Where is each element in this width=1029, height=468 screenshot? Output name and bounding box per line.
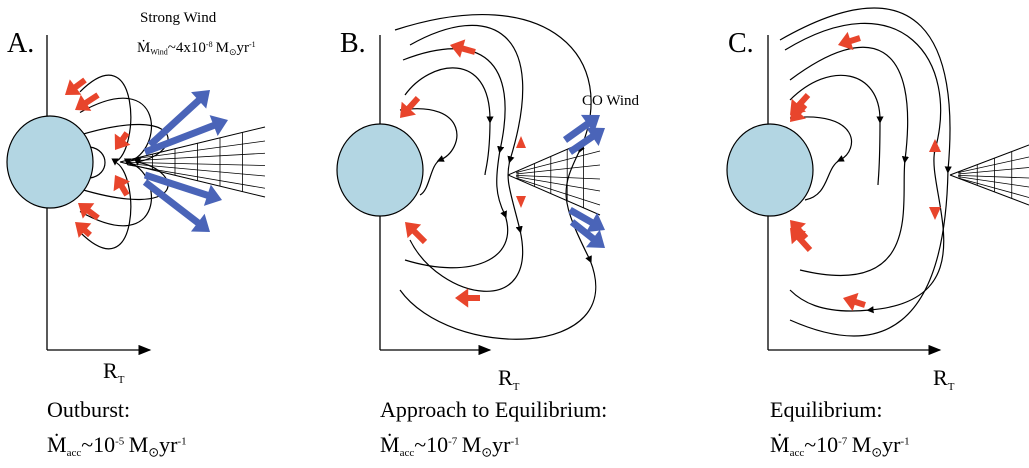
- axis-label: RT: [103, 358, 125, 386]
- rate-unit2: yr: [236, 40, 249, 56]
- disk-line: [958, 178, 1029, 198]
- rate-unit-sub: ⊙: [148, 444, 159, 459]
- axis-label-main: R: [498, 365, 513, 390]
- disk-edge: [950, 175, 1029, 205]
- accretion-arrow: [405, 222, 427, 244]
- disk-line: [958, 168, 1029, 175]
- rate-coefficient: ~10: [804, 432, 838, 457]
- rate-exponent: -7: [838, 435, 848, 447]
- axis-label-sub: T: [118, 374, 125, 386]
- accretion-arrow: [65, 78, 87, 95]
- rate-unit2-exp: -1: [900, 435, 909, 447]
- rate-unit: M: [462, 432, 482, 457]
- star: [337, 124, 423, 216]
- accretion-arrow: [78, 203, 100, 220]
- accretion-arrow: [75, 92, 100, 110]
- axis-label-sub: T: [948, 381, 955, 393]
- rate-unit2-exp: -1: [177, 435, 186, 447]
- accretion-arrow: [516, 196, 526, 208]
- accretion-arrow: [114, 175, 130, 197]
- rate-unit2: yr: [882, 432, 901, 457]
- rate-text: Ṁacc~10-7 M⊙yr-1: [380, 432, 520, 459]
- rate-symbol: Ṁ: [137, 40, 150, 56]
- accretion-arrow: [450, 39, 476, 57]
- rate-unit: M: [216, 40, 229, 56]
- rate-symbol: Ṁ: [770, 432, 790, 457]
- rate-coefficient: ~10: [81, 432, 115, 457]
- caption: Outburst:: [47, 397, 130, 422]
- caption: Equilibrium:: [770, 397, 882, 422]
- rate-unit2: yr: [492, 432, 511, 457]
- rate-exponent: -5: [115, 435, 125, 447]
- panel-label: C.: [728, 28, 754, 59]
- rate-unit2-exp: -1: [249, 40, 256, 49]
- accretion-arrow: [843, 293, 866, 311]
- accretion-arrow: [929, 207, 941, 220]
- rate-unit2: yr: [159, 432, 178, 457]
- star: [7, 116, 93, 208]
- axis-label-main: R: [103, 358, 118, 383]
- accretion-arrow: [455, 288, 480, 307]
- rate-symbol-sub: acc: [400, 447, 415, 459]
- rate-symbol-sub: Wind: [150, 48, 167, 57]
- axis-label: RT: [498, 365, 520, 393]
- rate-coefficient: ~10: [414, 432, 448, 457]
- accretion-arrow: [516, 136, 526, 148]
- accretion-arrow: [929, 139, 941, 152]
- rate-unit2-exp: -1: [510, 435, 519, 447]
- rate-unit: M: [129, 432, 149, 457]
- wind-arrow: [568, 207, 605, 232]
- wind-label: Strong Wind: [140, 10, 217, 26]
- disk-line: [958, 175, 1029, 178]
- rate-exponent: -8: [206, 40, 213, 49]
- rate-exponent: -7: [448, 435, 458, 447]
- accretion-arrow: [400, 96, 420, 118]
- rate-unit-sub: ⊙: [229, 47, 237, 57]
- rate-symbol-sub: acc: [790, 447, 805, 459]
- rate-symbol-sub: acc: [67, 447, 82, 459]
- rate-unit: M: [852, 432, 872, 457]
- star: [727, 124, 813, 216]
- rate-symbol: Ṁ: [47, 432, 67, 457]
- disk-line: [516, 178, 600, 205]
- axis-label-main: R: [933, 365, 948, 390]
- field-line: [410, 25, 523, 291]
- rate-unit-sub: ⊙: [481, 444, 492, 459]
- rate-text: Ṁacc~10-7 M⊙yr-1: [770, 432, 910, 459]
- axis-label-sub: T: [513, 381, 520, 393]
- rate-unit-sub: ⊙: [871, 444, 882, 459]
- rate-symbol: Ṁ: [380, 432, 400, 457]
- panel-label: A.: [7, 28, 34, 59]
- disk-line: [958, 157, 1029, 173]
- wind-label: CO Wind: [582, 93, 640, 109]
- panel-label: B.: [340, 28, 366, 59]
- caption: Approach to Equilibrium:: [380, 397, 607, 422]
- disk-edge: [508, 175, 600, 215]
- rate-text: Ṁacc~10-5 M⊙yr-1: [47, 432, 187, 459]
- figure: A.RTOutburst:Ṁacc~10-5M⊙yr-1B.RTApproach…: [0, 0, 1029, 468]
- axis-label: RT: [933, 365, 955, 393]
- rate-coefficient: ~4x10: [168, 40, 206, 56]
